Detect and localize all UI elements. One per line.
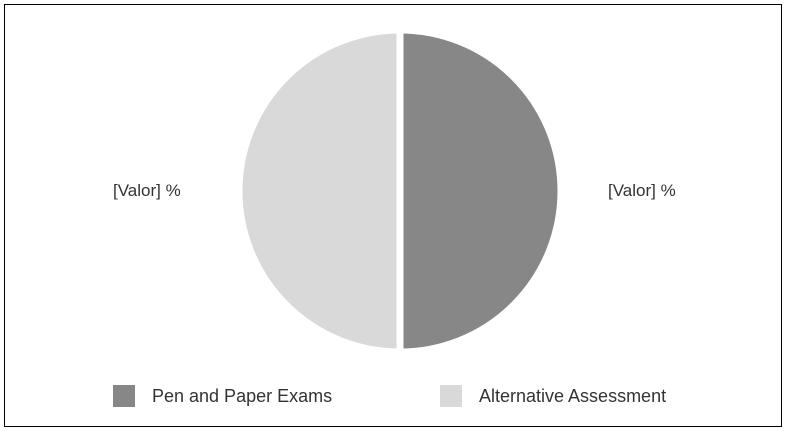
legend-swatch-alternative-assessment — [440, 385, 462, 407]
legend-item-pen-and-paper: Pen and Paper Exams — [113, 380, 332, 412]
legend-label-pen-and-paper: Pen and Paper Exams — [152, 385, 333, 406]
slice-label-pen-and-paper: [Valor] % — [608, 181, 676, 200]
pie-slice-pen-and-paper — [396, 26, 565, 356]
legend-item-alternative-assessment: Alternative Assessment — [440, 380, 666, 412]
legend-swatch-pen-and-paper — [113, 385, 135, 407]
pie-slice-alternative-assessment — [235, 26, 404, 356]
slice-label-alternative-assessment: [Valor] % — [113, 181, 181, 200]
legend-label-alternative-assessment: Alternative Assessment — [479, 385, 667, 406]
chart-legend: Pen and Paper Exams Alternative Assessme… — [0, 380, 786, 412]
